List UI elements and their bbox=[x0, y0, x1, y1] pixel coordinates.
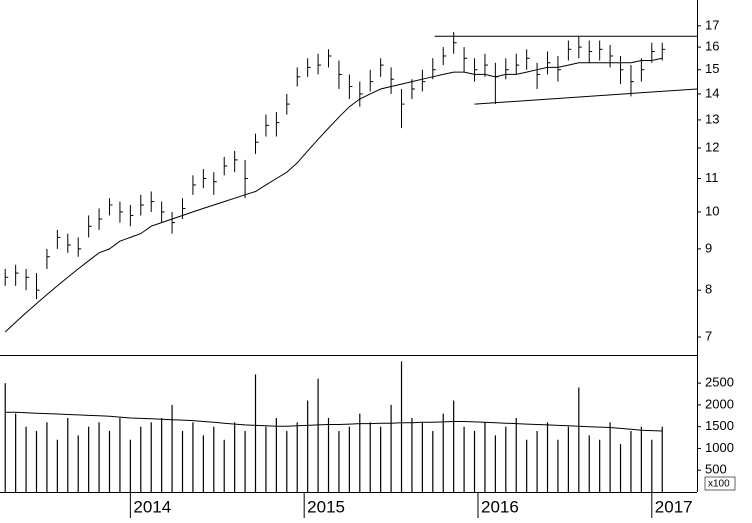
y-tick-label: 9 bbox=[705, 240, 712, 255]
price-moving-average bbox=[4, 57, 663, 333]
y-tick-label: 2500 bbox=[705, 375, 734, 390]
y-tick-label: 1500 bbox=[705, 418, 734, 433]
y-tick-label: 15 bbox=[705, 61, 719, 76]
y-tick-label: 7 bbox=[705, 328, 712, 343]
unit-box bbox=[704, 476, 736, 491]
x-tick-label: 2015 bbox=[307, 497, 345, 516]
y-tick-label: 2000 bbox=[705, 396, 734, 411]
trendline bbox=[474, 88, 698, 105]
y-tick-label: 16 bbox=[705, 39, 719, 54]
y-tick-label: 10 bbox=[705, 203, 719, 218]
x-tick-label: 2014 bbox=[133, 497, 171, 516]
volume-unit: x100 bbox=[708, 479, 730, 490]
y-tick-label: 12 bbox=[705, 139, 719, 154]
y-tick-label: 14 bbox=[705, 85, 719, 100]
x-tick-label: 2017 bbox=[655, 497, 693, 516]
y-tick-label: 17 bbox=[705, 17, 719, 32]
x-tick-label: 2016 bbox=[481, 497, 519, 516]
y-tick-label: 1000 bbox=[705, 440, 734, 455]
y-tick-label: 500 bbox=[705, 462, 727, 477]
y-tick-label: 11 bbox=[705, 170, 719, 185]
volume-moving-average bbox=[5, 411, 663, 432]
y-tick-label: 8 bbox=[705, 282, 712, 297]
y-tick-label: 13 bbox=[705, 111, 719, 126]
